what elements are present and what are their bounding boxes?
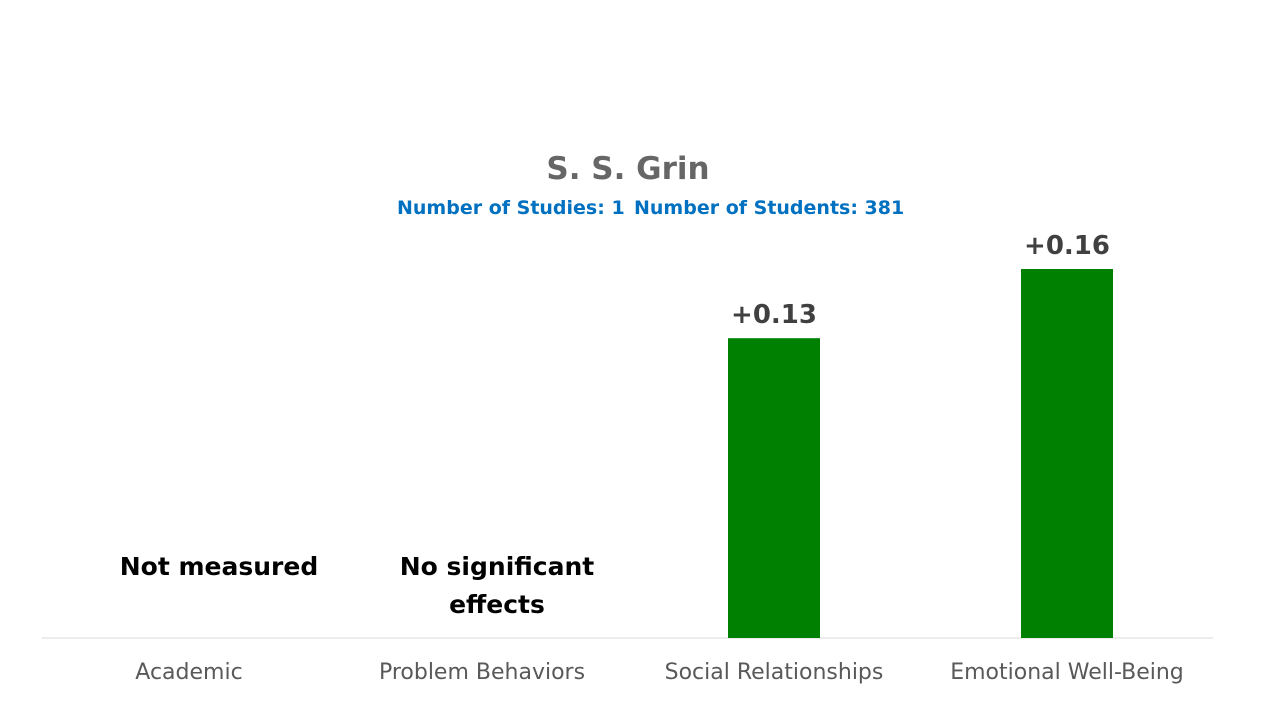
category-label-emotional-well-being: Emotional Well-Being	[950, 660, 1184, 685]
number-of-studies: Number of Studies: 1	[397, 197, 625, 219]
category-label-social-relationships: Social Relationships	[665, 660, 884, 685]
category-label-problem-behaviors: Problem Behaviors	[379, 660, 585, 685]
bar-emotional-well-being	[1021, 269, 1113, 638]
number-of-students: Number of Students: 381	[634, 197, 905, 219]
bar-social-relationships	[728, 338, 820, 638]
note-academic: Not measured	[119, 552, 319, 581]
chart-title: S. S. Grin	[546, 151, 710, 187]
note-problem-behaviors: No significant effects	[399, 552, 595, 619]
category-label-academic: Academic	[135, 660, 242, 685]
data-label-social-relationships: +0.13	[731, 300, 817, 330]
data-label-emotional-well-being: +0.16	[1024, 231, 1110, 261]
